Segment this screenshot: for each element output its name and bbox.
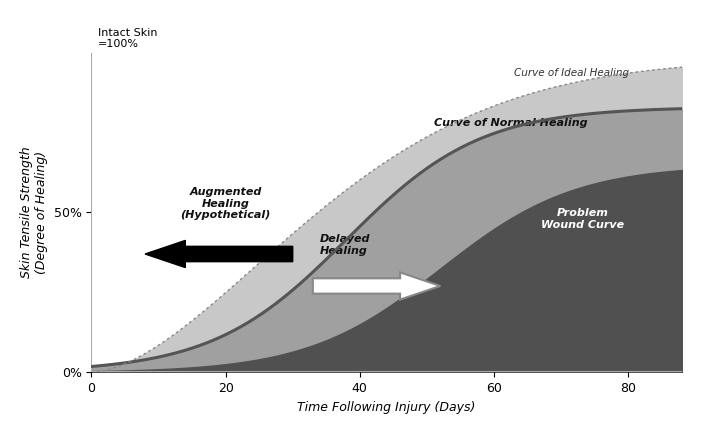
Text: Curve of Ideal Healing: Curve of Ideal Healing — [514, 68, 629, 78]
Text: Curve of Normal Healing: Curve of Normal Healing — [434, 118, 587, 128]
FancyArrow shape — [313, 272, 440, 300]
Text: Delayed
Healing: Delayed Healing — [320, 234, 370, 256]
Text: Augmented
Healing
(Hypothetical): Augmented Healing (Hypothetical) — [181, 187, 271, 220]
Text: Intact Skin
=100%: Intact Skin =100% — [98, 28, 157, 49]
Text: Problem
Wound Curve: Problem Wound Curve — [541, 208, 624, 230]
FancyArrow shape — [145, 240, 292, 268]
X-axis label: Time Following Injury (Days): Time Following Injury (Days) — [297, 401, 476, 413]
Y-axis label: Skin Tensile Strength
(Degree of Healing): Skin Tensile Strength (Degree of Healing… — [20, 147, 48, 278]
